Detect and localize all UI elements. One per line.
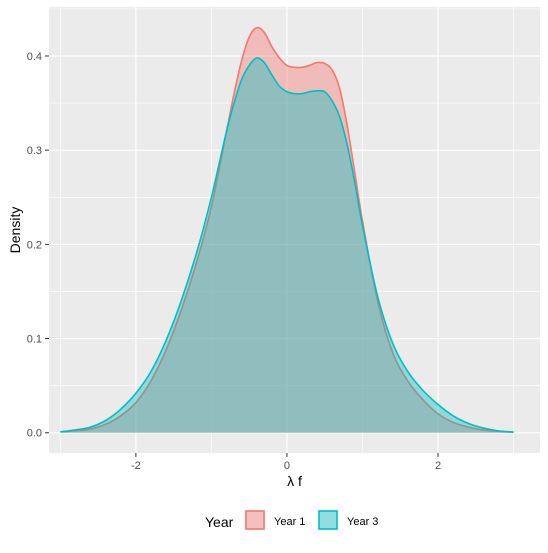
density-area-year-3	[60, 57, 514, 433]
major-gridlines	[49, 7, 540, 453]
tick-layer: -2 0 2 0.0 0.1 0.2 0.3 0.4	[27, 51, 441, 472]
legend-key-bg-year-3	[318, 510, 338, 530]
legend-key-year-3	[318, 510, 338, 530]
legend-key-year-1	[245, 510, 265, 530]
density-line-year-1	[60, 26, 514, 434]
x-tick-label: 2	[435, 460, 441, 472]
y-tick-label: 0.4	[27, 51, 42, 63]
density-line-year-3	[60, 57, 514, 433]
x-tick-label: -2	[131, 460, 141, 472]
legend: Year Year 1 Year 3	[205, 510, 378, 530]
y-tick-label: 0.2	[27, 239, 42, 251]
legend-title: Year	[205, 514, 234, 530]
y-tick-label: 0.3	[27, 145, 42, 157]
series-layer	[60, 26, 514, 434]
legend-label-year-1: Year 1	[274, 516, 305, 528]
y-axis-title: Density	[7, 207, 23, 254]
y-tick-label: 0.0	[27, 428, 42, 440]
plot-panel	[49, 7, 540, 453]
legend-key-bg-year-1	[245, 510, 265, 530]
x-axis-title: λ f	[287, 473, 302, 489]
minor-gridlines	[49, 7, 540, 453]
legend-label-year-3: Year 3	[347, 516, 378, 528]
y-tick-label: 0.1	[27, 334, 42, 346]
x-tick-label: 0	[284, 460, 290, 472]
